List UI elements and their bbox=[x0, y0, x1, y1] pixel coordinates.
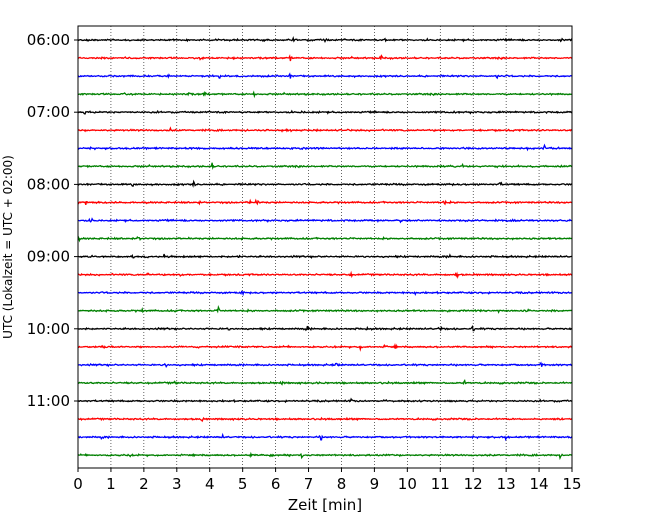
x-tick-label: 3 bbox=[172, 475, 182, 493]
trace-1145 bbox=[77, 451, 573, 461]
x-tick-label: 2 bbox=[139, 475, 149, 493]
trace-1130 bbox=[77, 432, 573, 442]
trace-1015 bbox=[77, 342, 573, 352]
seismic-traces bbox=[77, 36, 573, 461]
trace-1000 bbox=[77, 324, 573, 332]
y-axis-ticks: 06:00 07:00 08:00 09:00 10:00 11:00 bbox=[27, 31, 78, 410]
trace-0700 bbox=[77, 109, 573, 115]
y-tick-label: 06:00 bbox=[27, 31, 70, 49]
y-axis-label: UTC (Lokalzeit = UTC + 02:00) bbox=[1, 155, 15, 339]
x-tick-label: 5 bbox=[238, 475, 248, 493]
trace-0900 bbox=[77, 253, 573, 259]
x-tick-label: 0 bbox=[73, 475, 83, 493]
x-tick-label: 4 bbox=[205, 475, 215, 493]
trace-1115 bbox=[77, 416, 573, 423]
trace-0615 bbox=[77, 54, 573, 62]
y-tick-label: 07:00 bbox=[27, 103, 70, 121]
trace-0815 bbox=[77, 198, 573, 206]
y-tick-label: 08:00 bbox=[27, 175, 70, 193]
y-tick-label: 11:00 bbox=[27, 392, 70, 410]
x-tick-label: 13 bbox=[497, 475, 516, 493]
trace-0745 bbox=[77, 162, 573, 171]
trace-0845 bbox=[77, 235, 573, 243]
plot-frame bbox=[77, 25, 573, 469]
trace-0915 bbox=[77, 270, 573, 280]
trace-0715 bbox=[77, 126, 573, 133]
x-tick-label: 10 bbox=[398, 475, 417, 493]
x-tick-label: 1 bbox=[106, 475, 116, 493]
x-tick-label: 8 bbox=[337, 475, 347, 493]
trace-0600 bbox=[77, 36, 573, 44]
x-tick-label: 7 bbox=[304, 475, 314, 493]
x-tick-label: 9 bbox=[370, 475, 380, 493]
trace-0630 bbox=[77, 72, 573, 80]
x-axis-label: Zeit [min] bbox=[288, 496, 362, 514]
trace-0930 bbox=[77, 290, 573, 297]
x-tick-label: 11 bbox=[431, 475, 450, 493]
trace-0830 bbox=[77, 217, 573, 224]
x-tick-label: 14 bbox=[530, 475, 549, 493]
y-tick-label: 09:00 bbox=[27, 248, 70, 266]
trace-0945 bbox=[77, 305, 573, 314]
trace-1030 bbox=[77, 361, 573, 369]
trace-1045 bbox=[77, 378, 573, 386]
trace-0645 bbox=[77, 90, 573, 99]
x-tick-label: 15 bbox=[562, 475, 581, 493]
y-tick-label: 10:00 bbox=[27, 320, 70, 338]
trace-0800 bbox=[77, 179, 573, 188]
x-tick-label: 6 bbox=[271, 475, 281, 493]
trace-0730 bbox=[77, 143, 573, 152]
x-axis-ticks: 0 1 2 3 4 5 6 7 8 9 10 11 12 13 14 15 bbox=[73, 468, 582, 493]
x-tick-label: 12 bbox=[464, 475, 483, 493]
trace-1100 bbox=[77, 397, 573, 404]
